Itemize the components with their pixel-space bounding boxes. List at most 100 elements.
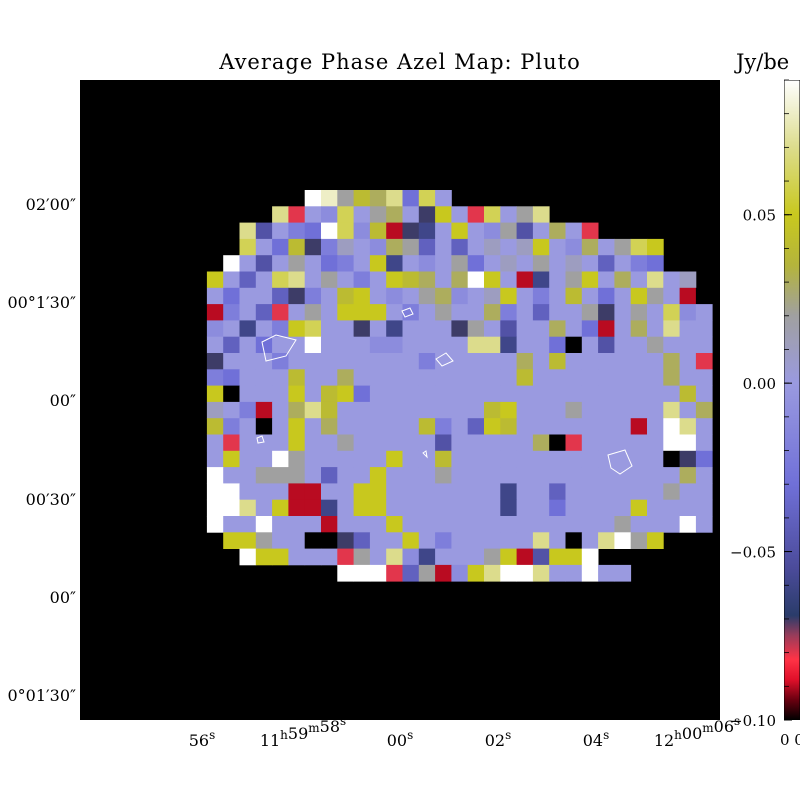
colorbar-bottom-label: 0 0 — [780, 731, 800, 749]
heatmap-cell — [614, 320, 632, 338]
heatmap-cell — [647, 287, 664, 305]
heatmap-cell — [516, 467, 534, 484]
heatmap-cell — [402, 238, 420, 256]
heatmap-cell — [386, 369, 403, 386]
heatmap-cell — [386, 271, 403, 289]
heatmap-cell — [337, 369, 354, 386]
heatmap-cell — [695, 434, 713, 452]
heatmap-cell — [695, 516, 713, 533]
heatmap-cell — [549, 499, 566, 517]
heatmap-cell — [223, 483, 240, 501]
heatmap-cell — [435, 255, 452, 272]
heatmap-cell — [614, 238, 632, 256]
heatmap-cell — [630, 418, 648, 435]
heatmap-cell — [402, 434, 420, 452]
heatmap-cell — [532, 336, 550, 354]
heatmap-cell — [484, 499, 501, 517]
heatmap-cell — [581, 401, 599, 419]
heatmap-cell — [288, 434, 306, 452]
heatmap-cell — [255, 401, 273, 419]
heatmap-cell — [451, 385, 469, 403]
heatmap-cell — [663, 271, 680, 289]
heatmap-cell — [353, 450, 371, 468]
heatmap-cell — [353, 434, 371, 452]
heatmap-cell — [663, 353, 680, 370]
heatmap-cell — [304, 206, 322, 223]
heatmap-cell — [516, 255, 534, 272]
colorbar-tick-label: −0.10 — [730, 712, 776, 730]
heatmap-cell — [647, 353, 664, 370]
heatmap-cell — [663, 516, 680, 533]
heatmap-cell — [239, 336, 257, 354]
heatmap-cell — [467, 271, 485, 289]
heatmap-cell — [239, 418, 257, 435]
heatmap-cell — [663, 369, 680, 386]
heatmap-cell — [679, 336, 697, 354]
contour-line — [401, 307, 414, 318]
heatmap-cell — [532, 271, 550, 289]
heatmap-cell — [223, 418, 240, 435]
heatmap-cell — [337, 287, 354, 305]
heatmap-cell — [369, 190, 387, 207]
heatmap-cell — [418, 564, 436, 582]
heatmap-cell — [630, 369, 648, 386]
heatmap-cell — [435, 206, 452, 223]
heatmap-cell — [353, 353, 371, 370]
heatmap-cell — [402, 467, 420, 484]
heatmap-cell — [386, 564, 403, 582]
heatmap-cell — [337, 548, 354, 566]
heatmap-cell — [288, 255, 306, 272]
heatmap-cell — [581, 418, 599, 435]
heatmap-cell — [223, 287, 240, 305]
heatmap-cell — [516, 320, 534, 338]
heatmap-cell — [484, 532, 501, 549]
heatmap-cell — [321, 238, 338, 256]
heatmap-cell — [386, 320, 403, 338]
heatmap-cell — [386, 336, 403, 354]
heatmap-cell — [353, 238, 371, 256]
heatmap-cell — [353, 304, 371, 321]
heatmap-cell — [451, 499, 469, 517]
heatmap-cell — [647, 532, 664, 549]
heatmap-cell — [386, 418, 403, 435]
heatmap-cell — [484, 353, 501, 370]
heatmap-cell — [402, 222, 420, 240]
heatmap-cell — [402, 450, 420, 468]
heatmap-cell — [435, 548, 452, 566]
heatmap-cell — [304, 320, 322, 338]
heatmap-cell — [369, 467, 387, 484]
heatmap-cell — [500, 385, 517, 403]
heatmap-cell — [337, 336, 354, 354]
heatmap-cell — [695, 369, 713, 386]
heatmap-cell — [435, 238, 452, 256]
heatmap-cell — [288, 499, 306, 517]
heatmap-cell — [239, 450, 257, 468]
heatmap-cell — [614, 336, 632, 354]
heatmap-cell — [337, 483, 354, 501]
heatmap-cell — [304, 401, 322, 419]
heatmap-cell — [679, 369, 697, 386]
heatmap-cell — [663, 385, 680, 403]
heatmap-cell — [321, 320, 338, 338]
heatmap-cell — [516, 499, 534, 517]
heatmap-cell — [321, 418, 338, 435]
heatmap-cell — [451, 548, 469, 566]
heatmap-cell — [679, 450, 697, 468]
heatmap-cell — [500, 222, 517, 240]
heatmap-cell — [500, 320, 517, 338]
heatmap-cell — [614, 304, 632, 321]
heatmap-cell — [451, 287, 469, 305]
heatmap-cell — [630, 271, 648, 289]
heatmap-cell — [614, 287, 632, 305]
heatmap-cell — [549, 434, 566, 452]
heatmap-cell — [549, 369, 566, 386]
heatmap-cell — [630, 450, 648, 468]
heatmap-cell — [418, 271, 436, 289]
heatmap-cell — [532, 206, 550, 223]
heatmap-cell — [598, 418, 615, 435]
heatmap-cell — [288, 238, 306, 256]
heatmap-cell — [418, 206, 436, 223]
heatmap-cell — [304, 516, 322, 533]
heatmap-cell — [630, 532, 648, 549]
heatmap-cell — [484, 385, 501, 403]
